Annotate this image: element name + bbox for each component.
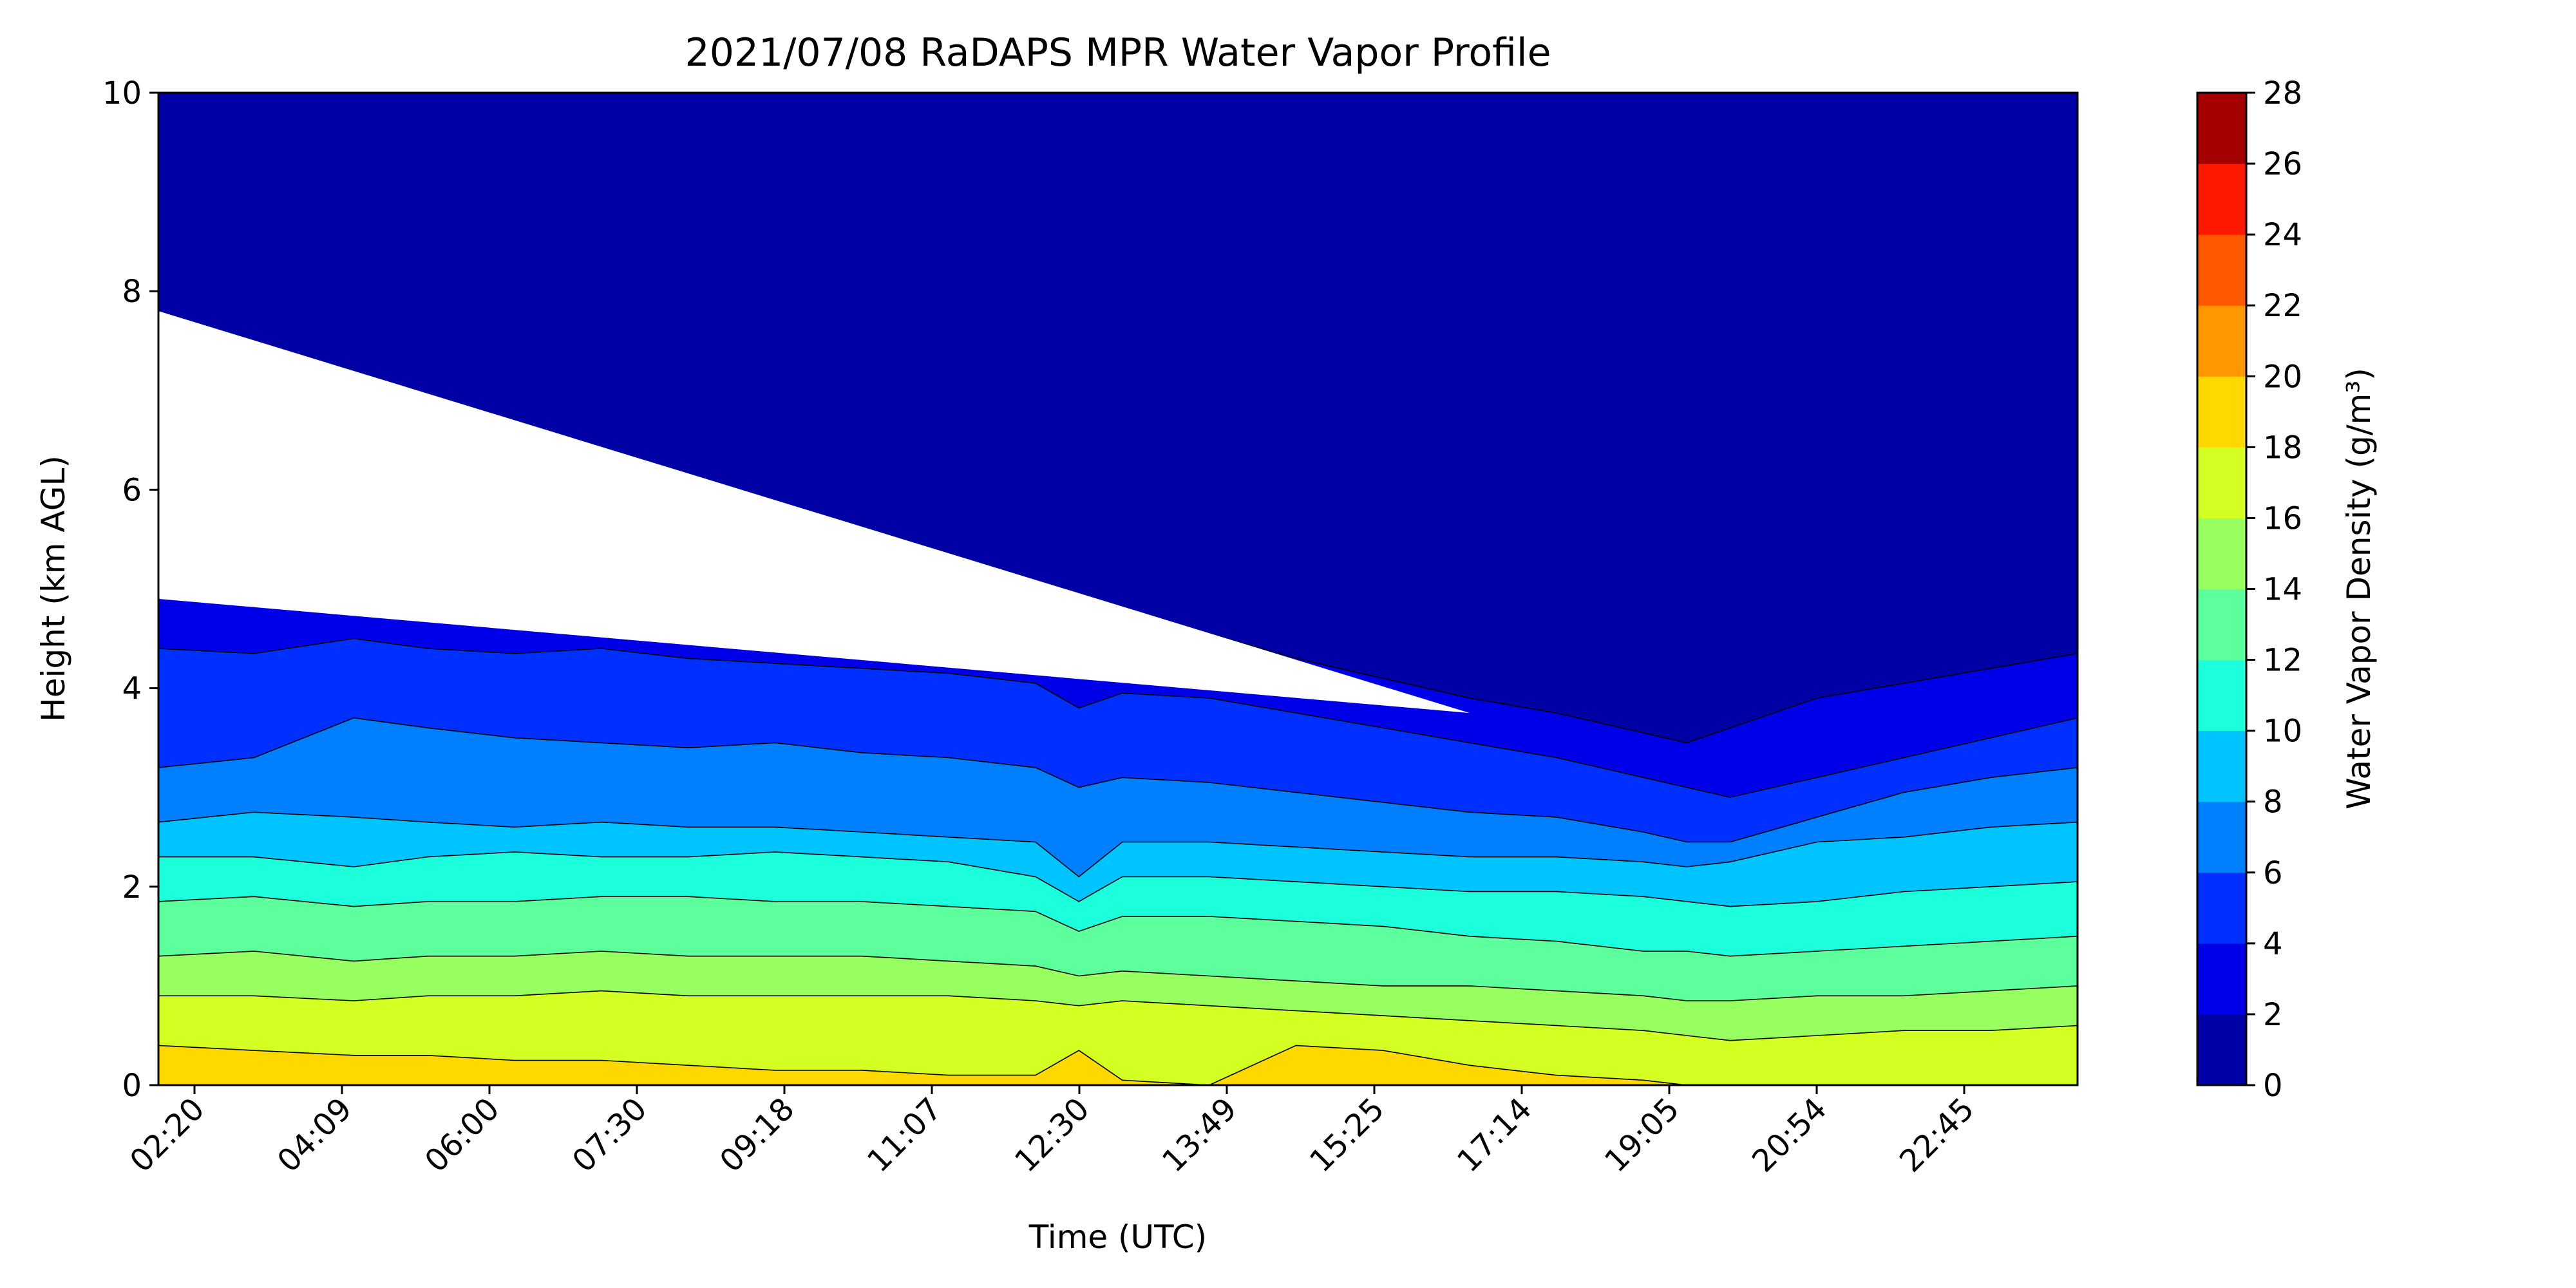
y-tick-label: 2 — [122, 869, 142, 905]
colorbar-segment — [2197, 164, 2246, 235]
colorbar-tick-label: 10 — [2263, 714, 2302, 750]
plot-frame — [157, 91, 2079, 1086]
colorbar-tick-label: 6 — [2263, 855, 2283, 891]
y-axis: 0 2 4 6 8 10 — [102, 75, 158, 1104]
colorbar-tick-label: 26 — [2263, 146, 2302, 182]
contour-line-10 — [158, 851, 2078, 907]
contour-line-14 — [158, 951, 2078, 1001]
colorbar-tick-label: 8 — [2263, 784, 2283, 820]
x-tick-label: 20:54 — [1745, 1091, 1833, 1179]
colorbar-segment — [2197, 943, 2246, 1015]
colorbar-segment — [2197, 518, 2246, 589]
contour-fill-18-20 — [158, 1045, 2078, 1085]
colorbar-segment — [2197, 589, 2246, 661]
colorbar-segment — [2197, 801, 2246, 873]
contour-line-12 — [158, 896, 2078, 957]
contour-line-4 — [158, 638, 2078, 798]
colorbar-tick-label: 20 — [2263, 359, 2302, 395]
colorbar-tick-label: 2 — [2263, 997, 2283, 1033]
x-tick-label: 02:20 — [123, 1091, 211, 1179]
contour-line-8 — [158, 811, 2078, 878]
x-tick-label: 17:14 — [1450, 1091, 1539, 1179]
y-axis-label: Height (km AGL) — [35, 455, 72, 722]
colorbar-segment — [2197, 730, 2246, 802]
colorbar-segment — [2197, 1014, 2246, 1086]
x-tick-label: 15:25 — [1303, 1091, 1391, 1179]
colorbar-segment — [2197, 447, 2246, 518]
x-tick-label: 22:45 — [1893, 1091, 1981, 1179]
colorbar-segment — [2197, 234, 2246, 306]
x-tick-label: 09:18 — [713, 1091, 801, 1179]
x-tick-label: 07:30 — [565, 1091, 654, 1179]
x-tick-label: 11:07 — [860, 1091, 949, 1179]
colorbar-tick-label: 14 — [2263, 572, 2302, 608]
contour-line-6 — [158, 717, 2078, 843]
y-tick-label: 0 — [122, 1068, 142, 1104]
colorbar-tick-label: 4 — [2263, 926, 2283, 962]
y-tick-label: 8 — [122, 274, 142, 310]
colorbar-tick-label: 22 — [2263, 288, 2302, 324]
colorbar-segment — [2197, 305, 2246, 377]
y-tick-label: 4 — [122, 671, 142, 707]
colorbar-label: Water Vapor Density (g/m³) — [2340, 368, 2378, 810]
x-tick-label: 13:49 — [1155, 1091, 1244, 1179]
colorbar-segment — [2197, 93, 2246, 164]
colorbar-segment — [2197, 659, 2246, 732]
x-tick-label: 19:05 — [1598, 1091, 1686, 1179]
x-tick-label: 04:09 — [270, 1091, 359, 1179]
chart-title: 2021/07/08 RaDAPS MPR Water Vapor Profil… — [685, 30, 1551, 75]
contour-plot-area — [158, 93, 2078, 1085]
contour-fill-16-18 — [158, 990, 2078, 1085]
x-tick-label: 06:00 — [418, 1091, 506, 1179]
colorbar-tick-label: 12 — [2263, 643, 2302, 679]
colorbar-tick-label: 0 — [2263, 1068, 2283, 1104]
colorbar-segment — [2197, 376, 2246, 448]
missing-data-band — [158, 311, 1470, 714]
colorbar-tick-label: 18 — [2263, 430, 2302, 466]
colorbar-tick-label: 28 — [2263, 75, 2302, 111]
contour-line-18 — [158, 1045, 2078, 1085]
colorbar-tick-label: 24 — [2263, 217, 2302, 253]
contour-line-16 — [158, 990, 2078, 1041]
colorbar-tick-label: 16 — [2263, 500, 2302, 536]
colorbar-segment — [2197, 872, 2246, 944]
contour-fills — [158, 495, 2078, 1085]
y-tick-label: 6 — [122, 472, 142, 508]
x-axis-label: Time (UTC) — [1028, 1218, 1207, 1256]
y-tick-label: 10 — [102, 75, 142, 111]
x-axis: 02:20 04:09 06:00 07:30 09:18 11:07 12:30 13:49… — [123, 1085, 1981, 1179]
missing-data-wedge — [158, 311, 1470, 714]
x-tick-label: 12:30 — [1008, 1091, 1096, 1179]
